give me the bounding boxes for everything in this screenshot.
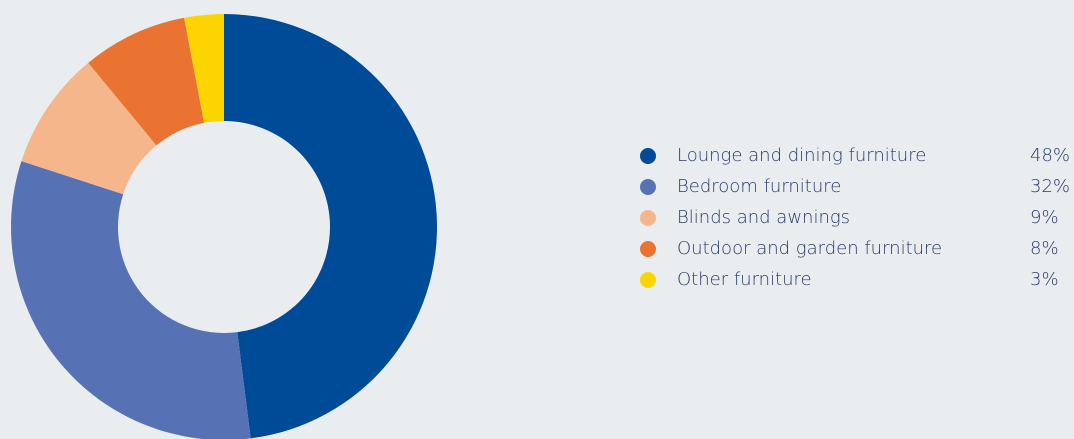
value-label: 9% — [1030, 207, 1059, 228]
pie-slice — [184, 14, 224, 123]
legend-label: Outdoor and garden furniture — [677, 238, 942, 259]
legend-marker — [640, 148, 656, 164]
value-label: 8% — [1030, 238, 1059, 259]
value-label: 48% — [1030, 145, 1070, 166]
pie-slice — [224, 14, 438, 439]
legend-label: Blinds and awnings — [677, 207, 850, 228]
legend-marker — [640, 210, 656, 226]
pie-slice — [88, 17, 205, 146]
legend-label: Bedroom furniture — [677, 176, 841, 197]
legend-label: Other furniture — [677, 269, 812, 290]
legend-marker — [640, 179, 656, 195]
value-label: 32% — [1030, 176, 1070, 197]
legend-label: Lounge and dining furniture — [677, 145, 926, 166]
legend-marker — [640, 241, 656, 257]
pie-slice — [21, 62, 157, 195]
value-label: 3% — [1030, 269, 1059, 290]
legend-marker — [640, 272, 656, 288]
pie-slice — [11, 161, 251, 439]
